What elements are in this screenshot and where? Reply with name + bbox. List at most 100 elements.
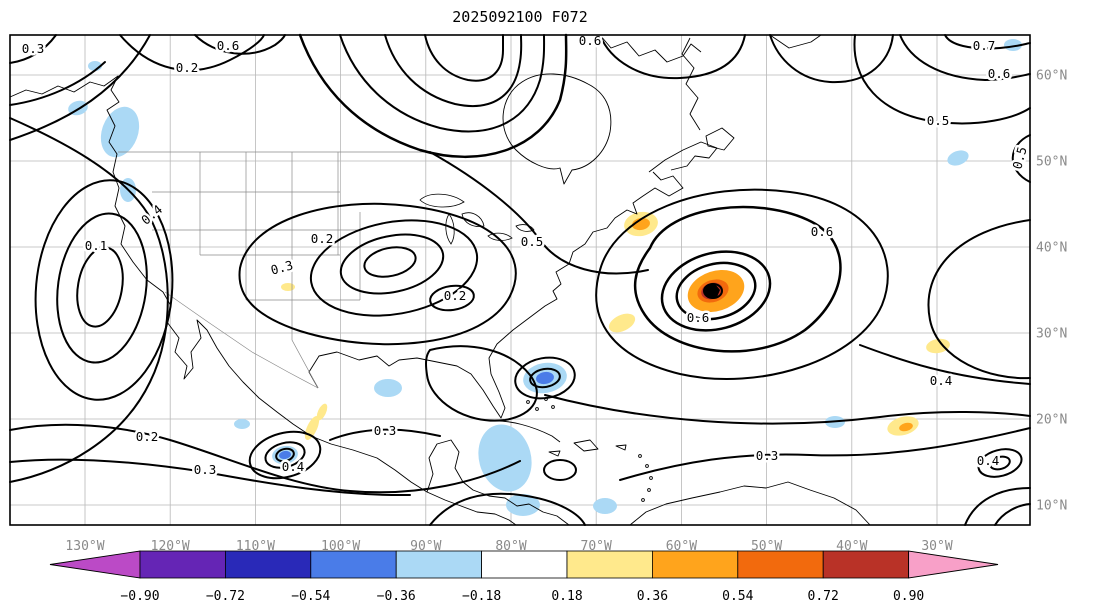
anomaly-shading	[68, 39, 1022, 516]
coastline-path-element	[573, 439, 599, 452]
colorbar-tick-labels: −0.90 −0.72 −0.54 −0.36 −0.18 0.18 0.36 0.54 0.7…	[120, 589, 924, 604]
coastline-path-element	[649, 476, 653, 480]
contour-lines-element	[329, 428, 441, 441]
anomaly-shading-element	[593, 498, 617, 514]
coastline-path-element	[548, 450, 561, 457]
colorbar-tick-label: −0.72	[206, 589, 245, 604]
colorbar-segment	[822, 550, 910, 579]
cyclone-center-marker	[704, 284, 720, 298]
contour-lines-element	[264, 441, 306, 469]
x-tick-label: 110°W	[236, 539, 275, 554]
anomaly-shading-element	[100, 106, 140, 158]
contour-lines-element	[309, 219, 479, 317]
colorbar-segment	[139, 550, 226, 579]
contour-lines-element	[76, 246, 124, 328]
contour-lines-element	[9, 117, 169, 483]
contour-lines-element	[703, 283, 723, 299]
colorbar-tick-label: 0.72	[808, 589, 839, 604]
anomaly-shading-element	[234, 419, 250, 429]
x-tick-label: 100°W	[321, 539, 360, 554]
contour-lines-element	[994, 503, 1031, 526]
contour-label: 0.3	[374, 423, 397, 438]
y-tick-label: 20°N	[1036, 413, 1067, 428]
contour-label: 0.5	[1009, 145, 1029, 171]
x-tick-label: 50°W	[751, 539, 782, 554]
y-tick-label: 40°N	[1036, 241, 1067, 256]
coastline-path-element	[535, 407, 539, 411]
coastline-path-element	[551, 405, 555, 409]
colorbar-tick-label: −0.90	[120, 589, 159, 604]
contour-label: 0.2	[176, 60, 199, 75]
anomaly-shading-element	[316, 403, 328, 421]
y-tick-label: 10°N	[1036, 499, 1067, 514]
coastline-path-element	[526, 400, 530, 404]
colorbar-tick-label: 0.90	[893, 589, 924, 604]
coastline-path-element	[426, 439, 570, 526]
coastline-path-element	[705, 127, 735, 151]
contour-lines-element	[424, 34, 504, 82]
x-tick-label: 120°W	[151, 539, 190, 554]
y-axis-tick-labels: 60°N 50°N 40°N 30°N 20°N 10°N	[1036, 69, 1067, 514]
anomaly-shading-element	[281, 283, 295, 291]
contour-lines-element	[964, 487, 1031, 526]
colorbar-tick-label: −0.54	[291, 589, 330, 604]
contour-lines	[9, 33, 1031, 526]
contour-lines-element	[619, 427, 1031, 481]
colorbar-tick-label: −0.36	[377, 589, 416, 604]
coastline-path-element	[638, 454, 642, 458]
contour-lines-element	[927, 219, 1031, 380]
colorbar-arrow-left	[49, 550, 141, 579]
contour-label: 0.7	[973, 38, 996, 53]
contour-lines-element	[9, 458, 411, 497]
contour-lines-element	[1011, 134, 1031, 183]
colorbar-tick-label: 0.54	[722, 589, 753, 604]
colorbar-segment	[310, 550, 397, 579]
contour-lines-element	[56, 212, 148, 364]
contour-lines-element	[238, 202, 517, 346]
colorbar-segment	[652, 550, 739, 579]
x-tick-label: 70°W	[581, 539, 612, 554]
coastline-path-element	[445, 213, 455, 245]
anomaly-shading-element	[899, 422, 913, 432]
contour-lines-element	[429, 284, 475, 312]
coastline-path-element	[9, 75, 517, 526]
coastline-path-element	[419, 193, 465, 208]
x-tick-label: 30°W	[921, 539, 952, 554]
contour-lines-element	[248, 430, 322, 480]
state-and-country-borders-element	[291, 300, 319, 389]
contour-lines-element	[119, 34, 265, 72]
contour-lines-element	[977, 448, 1023, 478]
x-tick-label: 80°W	[495, 539, 526, 554]
anomaly-shading-element	[536, 371, 554, 385]
contour-label: 0.2	[136, 429, 159, 444]
contour-lines-element	[989, 455, 1011, 471]
x-axis-tick-labels: 130°W 120°W 110°W 100°W 90°W 80°W 70°W 60°W 50°W…	[65, 539, 952, 554]
anomaly-shading-element	[632, 217, 650, 231]
contour-lines-element	[544, 394, 1031, 425]
coastline-path-element	[647, 488, 651, 492]
coastline-path-element	[681, 37, 701, 131]
contour-lines-element	[339, 233, 445, 295]
contour-label: 0.3	[269, 257, 295, 277]
contour-lines-element	[543, 459, 577, 481]
colorbar	[49, 550, 999, 579]
colorbar-segment	[481, 550, 568, 579]
contour-lines-element	[599, 34, 746, 80]
contour-label: 0.1	[85, 238, 108, 253]
contour-label: 0.4	[282, 459, 305, 474]
coastline-path-element	[308, 171, 684, 419]
contour-lines-element	[275, 447, 295, 463]
coastline-path	[9, 34, 871, 526]
colorbar-segment	[395, 550, 483, 579]
contour-label: 0.2	[311, 231, 334, 246]
contour-lines-element	[633, 205, 842, 353]
plot-title: 2025092100 F072	[452, 8, 587, 26]
contour-lines-element	[425, 345, 538, 422]
contour-label: 0.4	[930, 373, 953, 388]
coastline-path-element	[648, 141, 718, 173]
contour-lines-element	[899, 34, 1031, 81]
contour-lines-element	[429, 151, 649, 275]
contour-label: 0.3	[756, 448, 779, 463]
coastline-path-element	[769, 34, 822, 49]
coastline-path-element	[461, 212, 485, 227]
